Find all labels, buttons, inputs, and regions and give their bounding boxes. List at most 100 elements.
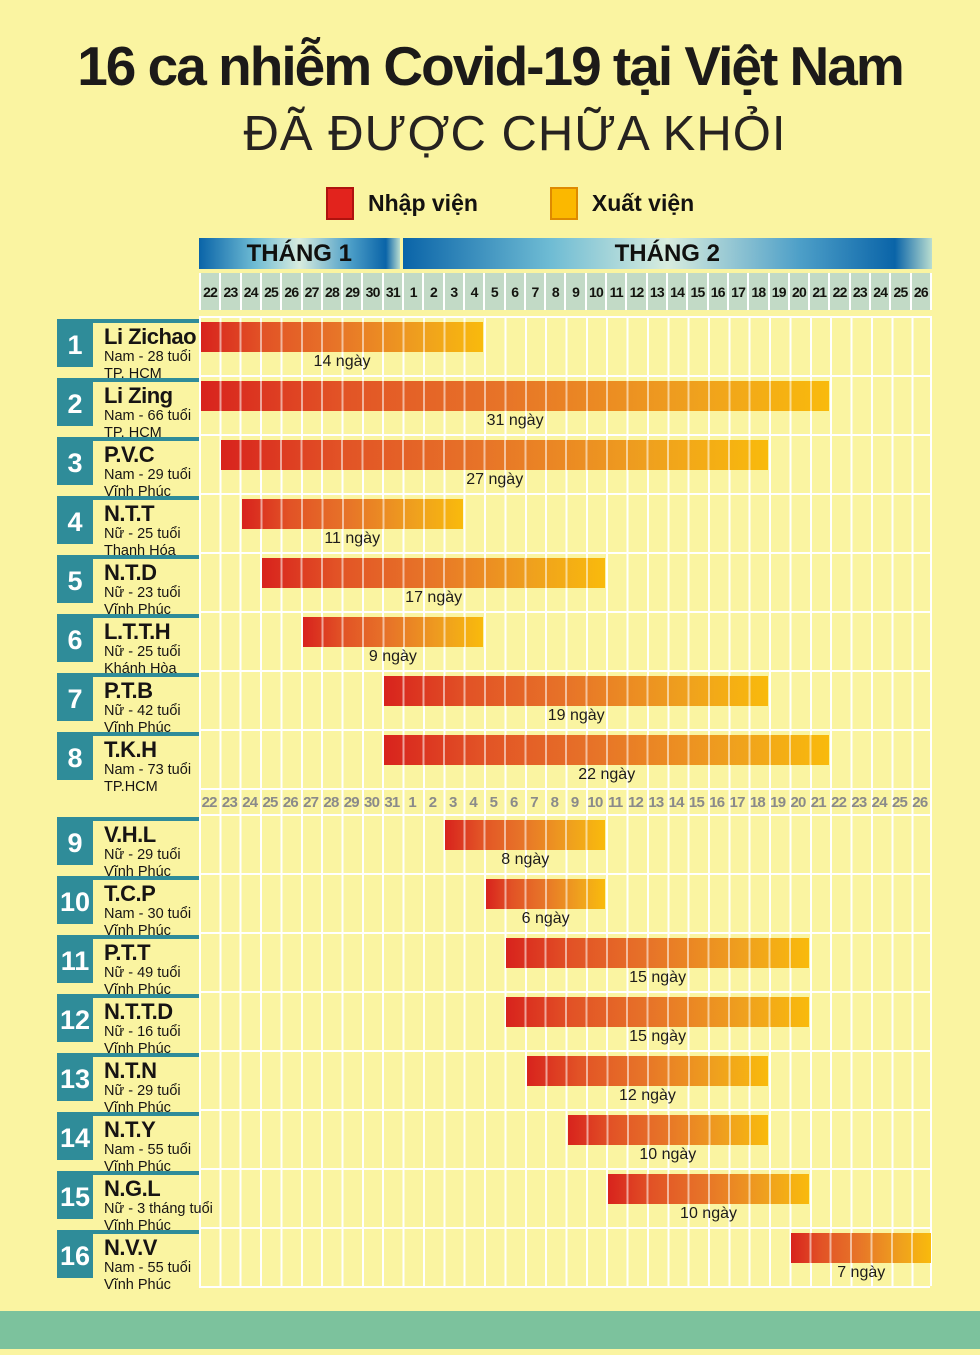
day-axis-cell: 24	[871, 273, 892, 310]
day-axis-mid-cell: 20	[790, 793, 806, 811]
case-number: 3	[57, 441, 93, 485]
case-detail-age: Nam - 29 tuổi	[104, 467, 192, 483]
case-label-text: L.T.T.H Nữ - 25 tuổi Khánh Hòa	[104, 618, 199, 678]
case-row: 9 ngày	[199, 613, 930, 672]
case-detail-age: Nam - 73 tuổi	[104, 762, 192, 778]
case-number: 13	[57, 1057, 93, 1101]
case-label: 6 L.T.T.H Nữ - 25 tuổi Khánh Hòa	[57, 614, 199, 678]
case-row: 17 ngày	[199, 554, 930, 613]
day-axis-mid-cell: 16	[709, 793, 725, 811]
day-axis-cell: 23	[221, 273, 242, 310]
case-number: 2	[57, 382, 93, 426]
case-number: 11	[57, 939, 93, 983]
day-axis-mid-cell: 18	[749, 793, 766, 811]
case-label-text: T.K.H Nam - 73 tuổi TP.HCM	[104, 736, 199, 796]
case-detail-age: Nữ - 3 tháng tuổi	[104, 1201, 213, 1217]
case-bar	[608, 1174, 809, 1204]
case-label-text: T.C.P Nam - 30 tuổi Vĩnh Phúc	[104, 880, 199, 940]
legend-item-discharged: Xuất viện	[549, 187, 695, 220]
month-segment: THÁNG 2	[402, 238, 932, 269]
page-subtitle: ĐÃ ĐƯỢC CHỮA KHỎI	[243, 107, 787, 161]
case-name: P.T.B	[104, 678, 153, 703]
case-row: 10 ngày	[199, 1170, 930, 1229]
day-axis-cell: 8	[546, 273, 567, 310]
case-row: 31 ngày	[199, 377, 930, 436]
day-axis-cell: 5	[485, 273, 506, 310]
case-detail-age: Nữ - 42 tuổi	[104, 703, 181, 719]
case-bar	[791, 1233, 931, 1263]
case-labels-column: 1 Li Zichao Nam - 28 tuổi TP. HCM 2 Li Zing Na…	[0, 316, 213, 1293]
day-axis-mid-cell: 26	[282, 793, 299, 811]
case-name: Li Zichao	[104, 324, 197, 349]
case-label: 2 Li Zing Nam - 66 tuổi TP. HCM	[57, 378, 199, 442]
case-number: 10	[57, 880, 93, 924]
case-detail-age: Nữ - 29 tuổi	[104, 1083, 181, 1099]
day-axis-cell: 6	[505, 273, 526, 310]
case-label: 13 N.T.N Nữ - 29 tuổi Vĩnh Phúc	[57, 1053, 199, 1117]
case-label-text: N.T.N Nữ - 29 tuổi Vĩnh Phúc	[104, 1057, 199, 1117]
case-name: T.K.H	[104, 737, 157, 762]
case-row: 15 ngày	[199, 934, 930, 993]
case-bar	[384, 735, 830, 765]
duration-label: 9 ngày	[368, 648, 417, 665]
legend-item-admitted: Nhập viện	[326, 187, 478, 220]
case-detail-age: Nam - 28 tuổi	[104, 349, 192, 365]
case-name: N.T.T	[104, 501, 155, 526]
day-axis-cell: 24	[241, 273, 262, 310]
case-detail-age: Nữ - 23 tuổi	[104, 585, 181, 601]
day-axis-cell: 12	[627, 273, 648, 310]
case-number: 12	[57, 998, 93, 1042]
case-label-text: P.T.T Nữ - 49 tuổi Vĩnh Phúc	[104, 939, 199, 999]
case-label-text: V.H.L Nữ - 29 tuổi Vĩnh Phúc	[104, 821, 199, 881]
duration-label: 27 ngày	[466, 471, 524, 488]
day-axis-cell: 31	[383, 273, 405, 310]
case-row: 11 ngày	[199, 495, 930, 554]
case-bar	[201, 381, 830, 411]
case-detail-age: Nam - 55 tuổi	[104, 1142, 192, 1158]
case-number: 1	[57, 323, 93, 367]
day-axis-mid-cell: 19	[770, 793, 786, 811]
day-axis-mid-cell: 22	[201, 793, 218, 811]
day-axis-cell: 26	[911, 273, 932, 310]
day-axis-cell: 3	[444, 273, 465, 310]
case-bar	[221, 440, 769, 470]
case-detail-age: Nữ - 25 tuổi	[104, 644, 181, 660]
admitted-color-swatch	[326, 187, 354, 220]
case-name: V.H.L	[104, 822, 156, 847]
day-axis-cell: 23	[850, 273, 872, 310]
day-axis-cell: 13	[647, 273, 669, 310]
case-number: 7	[57, 677, 93, 721]
day-axis-cell: 29	[343, 273, 364, 310]
day-axis-mid-cell: 17	[729, 793, 746, 811]
case-detail-province: Vĩnh Phúc	[104, 1277, 171, 1293]
duration-label: 8 ngày	[501, 851, 550, 868]
case-label-text: Li Zichao Nam - 28 tuổi TP. HCM	[104, 323, 199, 383]
day-axis-mid-cell: 26	[912, 793, 928, 811]
case-label-text: N.T.T Nữ - 25 tuổi Thanh Hóa	[104, 500, 199, 560]
day-axis-cell: 16	[708, 273, 729, 310]
day-axis-cell: 28	[322, 273, 344, 310]
case-label-text: N.V.V Nam - 55 tuổi Vĩnh Phúc	[104, 1234, 199, 1294]
discharged-label: Xuất viện	[591, 190, 695, 216]
case-detail-age: Nữ - 25 tuổi	[104, 526, 181, 542]
case-bar	[201, 322, 484, 352]
day-axis-mid-cell: 14	[668, 793, 685, 811]
day-axis-cell: 20	[789, 273, 811, 310]
case-row: 19 ngày	[199, 672, 930, 731]
duration-label: 12 ngày	[618, 1087, 676, 1104]
day-axis-mid-cell: 21	[810, 793, 827, 811]
case-number: 14	[57, 1116, 93, 1160]
day-axis-mid-cell: 12	[628, 793, 644, 811]
case-label: 5 N.T.D Nữ - 23 tuổi Vĩnh Phúc	[57, 555, 199, 619]
day-axis-cell: 30	[363, 273, 384, 310]
case-name: N.V.V	[104, 1235, 157, 1260]
case-row: 6 ngày	[199, 875, 930, 934]
month-segment: THÁNG 1	[199, 238, 400, 269]
day-axis-cell: 7	[525, 273, 547, 310]
month-header: THÁNG 1 THÁNG 2	[199, 238, 932, 269]
case-label-text: N.G.L Nữ - 3 tháng tuổi Vĩnh Phúc	[104, 1175, 213, 1235]
case-detail-age: Nam - 66 tuổi	[104, 408, 192, 424]
case-bar	[445, 820, 606, 850]
duration-label: 7 ngày	[837, 1264, 886, 1281]
admitted-label: Nhập viện	[368, 190, 478, 216]
